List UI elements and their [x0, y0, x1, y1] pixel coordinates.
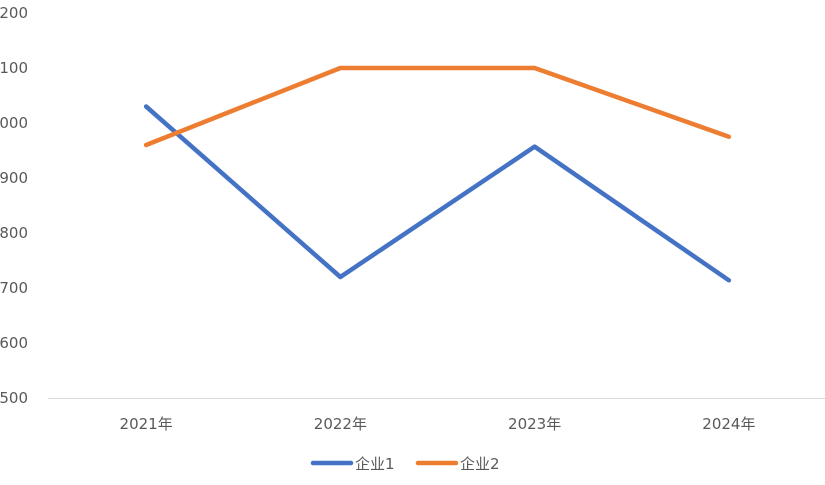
y-tick-label: 000: [0, 114, 28, 132]
y-axis-labels: 500 600 700 800 900 000 100 200: [0, 4, 28, 407]
y-tick-label: 800: [0, 224, 28, 242]
y-tick-label: 100: [0, 59, 28, 77]
series-lines: [146, 68, 729, 280]
y-tick-label: 600: [0, 334, 28, 352]
x-axis-labels: 2021年 2022年 2023年 2024年: [120, 415, 756, 433]
y-tick-label: 200: [0, 4, 28, 22]
y-tick-label: 700: [0, 279, 28, 297]
series-line-1: [146, 107, 729, 281]
x-tick-label: 2022年: [314, 415, 367, 433]
legend-label-2: 企业2: [460, 455, 500, 473]
y-tick-label: 900: [0, 169, 28, 187]
legend: 企业1 企业2: [313, 455, 500, 473]
x-tick-label: 2024年: [702, 415, 755, 433]
series-line-2: [146, 68, 729, 145]
x-tick-label: 2021年: [120, 415, 173, 433]
y-tick-label: 500: [0, 389, 28, 407]
legend-label-1: 企业1: [355, 455, 395, 473]
x-tick-label: 2023年: [508, 415, 561, 433]
